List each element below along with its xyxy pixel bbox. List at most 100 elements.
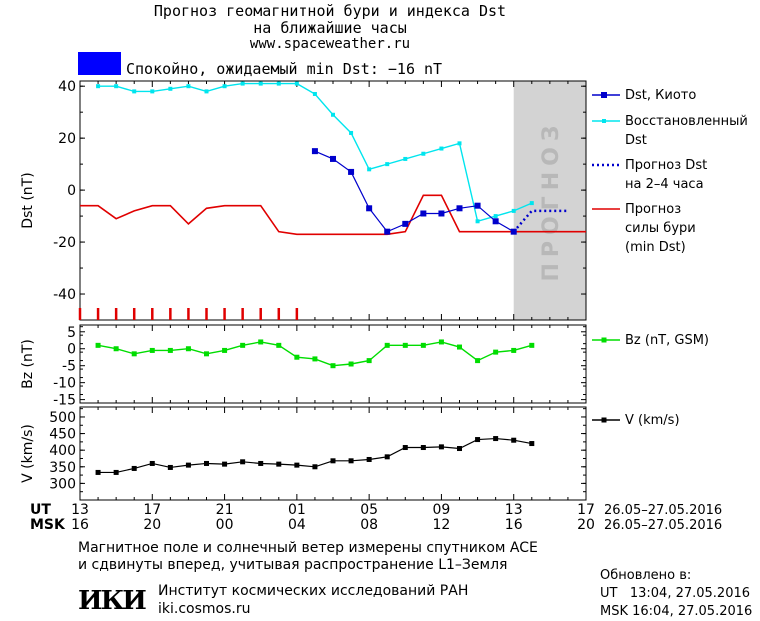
x-tick-label-ut: 17 <box>143 502 161 518</box>
x-tick-label-msk: 12 <box>433 517 451 533</box>
x-axis-labels: UTMSK1316172021000104050809121316172026.… <box>30 92 722 533</box>
x-tick-label-ut: 17 <box>577 502 595 518</box>
point-dst-kyoto <box>366 205 373 212</box>
msk-label: MSK <box>30 517 66 533</box>
point-dst-restored <box>294 81 299 86</box>
series-storm-forecast <box>80 194 586 236</box>
x-tick-label-msk: 16 <box>505 517 523 533</box>
point-v <box>185 462 191 468</box>
point-v <box>312 464 318 470</box>
legend-marker-dst-kyoto-point <box>601 92 607 98</box>
point-bz <box>95 342 101 348</box>
point-dst-restored <box>367 167 372 172</box>
msk-date-range: 26.05–27.05.2016 <box>604 518 722 533</box>
y-tick-label: 20 <box>58 131 76 147</box>
point-v <box>457 446 462 452</box>
legend-marker-v-point <box>601 417 607 423</box>
point-bz <box>529 342 535 348</box>
y-tick-label: 350 <box>49 460 76 476</box>
point-v <box>529 441 535 447</box>
point-dst-restored <box>258 81 263 86</box>
y-tick-label: -15 <box>53 393 76 409</box>
point-dst-kyoto <box>384 228 391 235</box>
point-v <box>276 461 282 467</box>
point-v <box>420 445 426 451</box>
point-bz <box>511 347 517 353</box>
point-dst-restored <box>312 91 317 96</box>
y-tick-label: -40 <box>53 287 76 303</box>
point-dst-kyoto <box>311 148 318 155</box>
status-text: Спокойно, ожидаемый min Dst: −16 nT <box>126 60 443 78</box>
point-dst-kyoto <box>330 155 336 162</box>
point-v <box>131 465 137 471</box>
legend-forecast-2: на 2–4 часа <box>625 177 704 192</box>
point-dst-restored <box>331 112 335 117</box>
point-bz <box>438 339 444 345</box>
x-tick-label-msk: 16 <box>71 517 89 533</box>
x-tick-label-ut: 05 <box>360 502 378 518</box>
point-v <box>475 437 481 443</box>
x-tick-label-msk: 20 <box>143 517 161 533</box>
point-dst-restored <box>493 214 498 219</box>
point-dst-kyoto <box>420 210 427 217</box>
bz-axis-label: Bz (nT) <box>20 339 36 389</box>
x-tick-label-ut: 13 <box>505 502 523 518</box>
point-dst-restored <box>276 81 281 86</box>
point-v <box>240 459 246 465</box>
point-bz <box>402 342 408 348</box>
point-v <box>113 469 119 475</box>
legend-marker-dst-restored-point <box>602 119 606 123</box>
point-v <box>204 460 209 466</box>
point-v <box>95 469 101 475</box>
x-tick-label-msk: 00 <box>216 517 234 533</box>
y-tick-label: -5 <box>62 359 76 375</box>
point-bz <box>348 361 354 367</box>
ut-label: UT <box>30 502 51 518</box>
updated-msk: MSK 16:04, 27.05.2016 <box>600 604 753 619</box>
legend-v: V (km/s) <box>625 413 680 428</box>
point-dst-kyoto <box>456 205 463 212</box>
point-dst-restored <box>240 81 245 86</box>
point-dst-restored <box>457 141 462 146</box>
x-tick-label-ut: 13 <box>71 502 89 518</box>
point-bz <box>330 363 336 369</box>
point-dst-restored <box>511 208 516 213</box>
point-v <box>493 436 499 442</box>
y-tick-label: 450 <box>49 427 76 443</box>
point-dst-restored <box>529 201 534 206</box>
point-v <box>511 437 517 443</box>
point-bz <box>222 347 228 353</box>
footer-line1: Магнитное поле и солнечный ветер измерен… <box>78 540 538 556</box>
updated-ut: UT 13:04, 27.05.2016 <box>600 586 751 601</box>
x-tick-label-ut: 01 <box>288 502 306 518</box>
status-indicator <box>78 52 121 75</box>
y-tick-label: -20 <box>53 235 76 251</box>
legend-marker-bz-point <box>601 337 607 343</box>
institute-name: Институт космических исследований РАН <box>158 583 469 599</box>
series-dst-kyoto <box>314 150 515 233</box>
y-tick-label: 500 <box>49 410 76 426</box>
y-tick-label: 40 <box>58 79 76 95</box>
point-dst-restored <box>439 146 444 151</box>
legend-storm-3: (min Dst) <box>625 240 686 255</box>
point-v <box>402 445 408 451</box>
site-url[interactable]: www.spaceweather.ru <box>249 36 411 52</box>
legend-bz: Bz (nT, GSM) <box>625 333 710 348</box>
y-tick-label: 300 <box>49 476 76 492</box>
legend-storm-1: Прогноз <box>625 202 682 217</box>
point-dst-restored <box>150 89 155 94</box>
point-dst-restored <box>114 84 119 89</box>
point-bz <box>475 358 481 364</box>
x-tick-label-ut: 09 <box>433 502 451 518</box>
chart-subtitle: на ближайшие часы <box>253 19 407 37</box>
institute-url[interactable]: iki.cosmos.ru <box>158 601 251 617</box>
point-v <box>167 464 173 470</box>
point-v <box>294 462 300 468</box>
point-dst-restored <box>186 84 191 89</box>
x-tick-label-msk: 08 <box>360 517 378 533</box>
chart-title: Прогноз геомагнитной бури и индекса Dst <box>153 2 507 20</box>
point-dst-restored <box>421 151 426 156</box>
y-tick-label: 5 <box>67 325 76 341</box>
